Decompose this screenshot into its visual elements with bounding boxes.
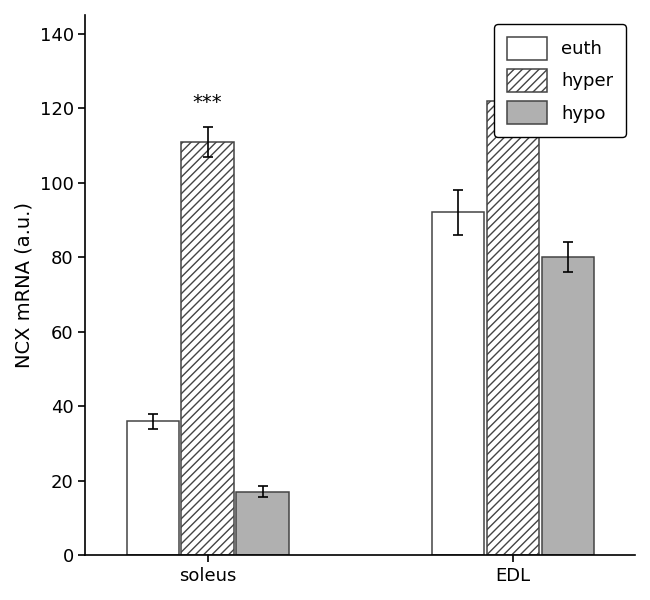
Text: ***: *** <box>193 93 222 112</box>
Bar <box>127 421 179 555</box>
Bar <box>487 101 539 555</box>
Bar <box>181 142 234 555</box>
Text: ***: *** <box>498 48 528 67</box>
Bar <box>541 257 594 555</box>
Bar <box>237 492 289 555</box>
Bar <box>432 212 484 555</box>
Legend: euth, hyper, hypo: euth, hyper, hypo <box>495 24 626 137</box>
Y-axis label: NCX mRNA (a.u.): NCX mRNA (a.u.) <box>15 202 34 368</box>
